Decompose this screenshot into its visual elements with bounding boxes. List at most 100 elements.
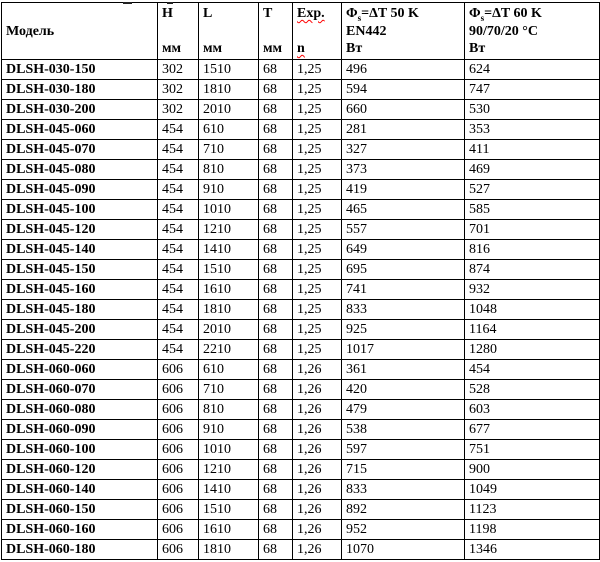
table-row: DLSH-045-120 454 1210 68 1,25 557 701 [1,219,600,240]
cell-h_mm: 454 [157,259,199,280]
phi-subscript: s [357,12,362,23]
table-row: DLSH-060-180 606 1810 68 1,26 1070 1346 [1,539,600,560]
cell-phi_60k: 1164 [464,319,600,340]
cell-t_mm: 68 [258,419,293,440]
cell-t_mm: 68 [258,279,293,300]
table-row: DLSH-045-140 454 1410 68 1,25 649 816 [1,239,600,260]
cell-exp_n: 1,26 [292,479,342,500]
cell-model: DLSH-045-200 [1,319,158,340]
header-t-symbol: T [263,6,273,21]
cell-model: DLSH-045-120 [1,219,158,240]
cell-t_mm: 68 [258,179,293,200]
cell-l_mm: 1810 [198,299,259,320]
cell-phi_50k: 715 [341,459,465,480]
header-t: T мм [258,2,293,60]
header-h-symbol: H [162,6,173,21]
cell-t_mm: 68 [258,259,293,280]
cell-t_mm: 68 [258,219,293,240]
cell-l_mm: 1810 [198,79,259,100]
cell-phi_50k: 420 [341,379,465,400]
cell-t_mm: 68 [258,159,293,180]
cell-h_mm: 606 [157,519,199,540]
header-spacer-line [203,23,257,41]
cell-exp_n: 1,26 [292,459,342,480]
cell-l_mm: 710 [198,139,259,160]
phi-subscript: s [480,12,485,23]
table-row: DLSH-045-070 454 710 68 1,25 327 411 [1,139,600,160]
cell-exp_n: 1,26 [292,379,342,400]
cell-l_mm: 2010 [198,99,259,120]
table-row: DLSH-060-140 606 1410 68 1,26 833 1049 [1,479,600,500]
cell-exp_n: 1,25 [292,239,342,260]
cell-model: DLSH-045-160 [1,279,158,300]
cell-phi_50k: 833 [341,479,465,500]
cell-phi_50k: 597 [341,439,465,460]
cell-exp_n: 1,25 [292,299,342,320]
cell-exp_n: 1,25 [292,119,342,140]
cell-h_mm: 454 [157,159,199,180]
cell-exp_n: 1,25 [292,159,342,180]
cell-model: DLSH-045-090 [1,179,158,200]
cell-phi_60k: 1049 [464,479,600,500]
cell-model: DLSH-045-070 [1,139,158,160]
phi50-formula-rest: =ΔT 50 K [361,6,419,21]
table-row: DLSH-060-060 606 610 68 1,26 361 454 [1,359,600,380]
cell-h_mm: 454 [157,199,199,220]
cell-t_mm: 68 [258,379,293,400]
cell-phi_50k: 373 [341,159,465,180]
cell-exp_n: 1,25 [292,59,342,80]
cell-h_mm: 454 [157,139,199,160]
cell-h_mm: 302 [157,99,199,120]
cell-h_mm: 606 [157,379,199,400]
cell-l_mm: 1810 [198,539,259,560]
cell-h_mm: 454 [157,239,199,260]
table-row: DLSH-045-160 454 1610 68 1,25 741 932 [1,279,600,300]
cell-phi_60k: 816 [464,239,600,260]
cell-exp_n: 1,26 [292,499,342,520]
cell-l_mm: 710 [198,379,259,400]
cell-l_mm: 1010 [198,199,259,220]
header-phi60-unit: Вт [469,41,486,56]
header-phi60-regime: 90/70/20 °C [469,23,538,39]
cell-phi_60k: 624 [464,59,600,80]
cell-phi_60k: 603 [464,399,600,420]
table-row: DLSH-045-150 454 1510 68 1,25 695 874 [1,259,600,280]
header-l: L мм [198,2,259,60]
cell-model: DLSH-030-200 [1,99,158,120]
cell-l_mm: 610 [198,359,259,380]
cell-l_mm: 1410 [198,479,259,500]
cell-phi_60k: 677 [464,419,600,440]
cell-model: DLSH-045-080 [1,159,158,180]
cell-exp_n: 1,25 [292,199,342,220]
cell-exp_n: 1,26 [292,359,342,380]
cell-t_mm: 68 [258,399,293,420]
cell-phi_50k: 695 [341,259,465,280]
cell-phi_60k: 701 [464,219,600,240]
table-body: DLSH-030-150 302 1510 68 1,25 496 624 DLSH-030-… [1,59,600,560]
cell-h_mm: 454 [157,279,199,300]
phi-symbol: Φ [469,6,481,21]
cell-t_mm: 68 [258,339,293,360]
cell-phi_50k: 479 [341,399,465,420]
cell-t_mm: 68 [258,539,293,560]
table-row: DLSH-045-220 454 2210 68 1,25 1017 1280 [1,339,600,360]
cell-phi_50k: 660 [341,99,465,120]
cell-phi_50k: 594 [341,79,465,100]
cell-model: DLSH-060-100 [1,439,158,460]
cell-phi_60k: 411 [464,139,600,160]
cell-phi_60k: 1123 [464,499,600,520]
cell-phi_50k: 557 [341,219,465,240]
cell-phi_50k: 952 [341,519,465,540]
cell-l_mm: 910 [198,179,259,200]
cell-phi_60k: 454 [464,359,600,380]
cell-l_mm: 810 [198,399,259,420]
cell-phi_60k: 874 [464,259,600,280]
cell-h_mm: 302 [157,59,199,80]
cell-l_mm: 1210 [198,219,259,240]
cell-l_mm: 1510 [198,499,259,520]
cell-t_mm: 68 [258,439,293,460]
table-row: DLSH-045-080 454 810 68 1,25 373 469 [1,159,600,180]
cell-exp_n: 1,25 [292,99,342,120]
cell-model: DLSH-060-150 [1,499,158,520]
cell-h_mm: 606 [157,399,199,420]
